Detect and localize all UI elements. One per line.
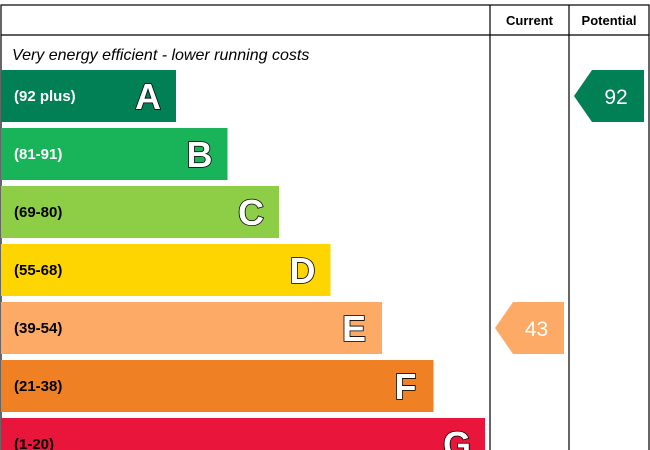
- band-f-letter: F: [395, 366, 417, 407]
- band-a-letter: A: [135, 76, 161, 117]
- band-g-letter: G: [443, 424, 471, 450]
- band-a-range: (92 plus): [14, 88, 76, 105]
- potential-column-header: Potential: [582, 13, 637, 28]
- band-d-bar: [1, 244, 331, 296]
- band-a-bar: [1, 70, 176, 122]
- potential-rating-arrow: [574, 70, 644, 122]
- band-g-bar: [1, 418, 485, 450]
- current-rating-value: 43: [525, 318, 548, 341]
- band-e-range: (39-54): [14, 320, 62, 337]
- chart-subtitle: Very energy efficient - lower running co…: [12, 47, 309, 64]
- band-b-bar: [1, 128, 228, 180]
- band-d-range: (55-68): [14, 262, 62, 279]
- band-g-range: (1-20): [14, 436, 54, 450]
- rating-indicators: 43 92: [495, 70, 644, 354]
- band-e-bar: [1, 302, 382, 354]
- band-f-bar: [1, 360, 434, 412]
- band-c-bar: [1, 186, 279, 238]
- band-c-range: (69-80): [14, 204, 62, 221]
- current-column-header: Current: [506, 13, 554, 28]
- band-c-letter: C: [238, 192, 264, 233]
- band-b-range: (81-91): [14, 146, 62, 163]
- band-d-letter: D: [290, 250, 316, 291]
- band-f-range: (21-38): [14, 378, 62, 395]
- current-rating-arrow: [495, 302, 564, 354]
- rating-bands: (92 plus) A (81-91) B (69-80) C (55-68) D (39-54…: [1, 70, 485, 450]
- band-e-letter: E: [342, 308, 366, 349]
- band-b-letter: B: [187, 134, 213, 175]
- potential-rating-value: 92: [604, 86, 627, 109]
